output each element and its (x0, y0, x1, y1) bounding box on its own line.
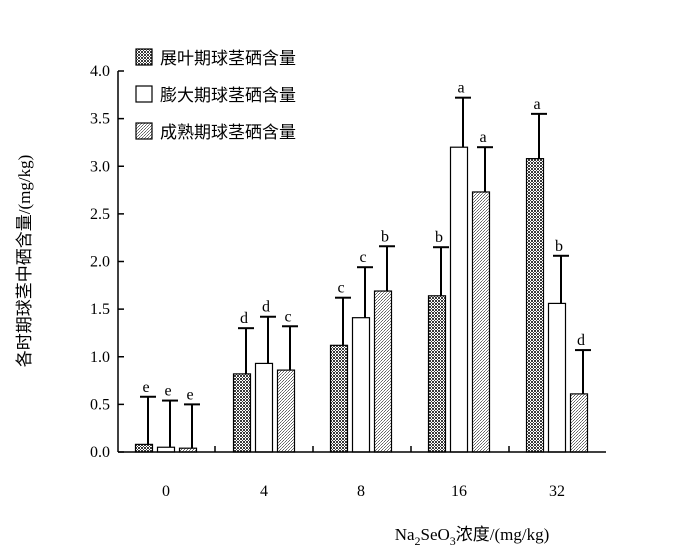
error-bar-s2-32 (553, 254, 569, 304)
sig-label-s1-4: d (240, 310, 248, 327)
sig-label-s3-32: d (577, 332, 585, 349)
sig-label-s1-32: a (533, 96, 540, 113)
y-tick-label-3.5: 3.5 (90, 111, 110, 128)
legend-item-1: 展叶期球茎硒含量 (135, 48, 296, 68)
sig-label-s2-0: e (164, 383, 171, 400)
axes: 0.0 0.5 1.0 1.5 2.0 2.5 3.0 3.5 4.0 0 4 8 16 32 (90, 63, 606, 500)
error-bar-s3-8 (379, 245, 395, 292)
error-bars (140, 96, 591, 449)
bar-s1-8 (329, 344, 349, 453)
bar-s2-16 (449, 146, 469, 453)
bar-s3-32 (569, 393, 589, 453)
bar-s1-32 (525, 158, 545, 453)
bar-s2-8 (351, 317, 371, 453)
y-tick-label-1.5: 1.5 (90, 301, 110, 318)
bar-s3-4 (276, 369, 296, 453)
sig-label-s2-8: c (359, 249, 366, 266)
sig-label-s1-0: e (142, 379, 149, 396)
y-tick-label-1.0: 1.0 (90, 349, 110, 366)
error-bar-s1-32 (531, 112, 547, 159)
sig-label-s2-4: d (262, 299, 270, 316)
error-bar-s3-32 (575, 349, 591, 394)
sig-label-s1-8: c (337, 280, 344, 297)
error-bar-s1-16 (433, 246, 449, 296)
error-bar-s1-8 (335, 296, 351, 346)
bar-s1-4 (232, 373, 252, 453)
bar-s3-16 (471, 191, 491, 453)
x-tick-label-0: 0 (162, 483, 170, 500)
y-tick-label-2.5: 2.5 (90, 206, 110, 223)
x-tick-label-8: 8 (357, 483, 365, 500)
error-bar-s2-0 (162, 399, 178, 448)
sig-label-s1-16: b (435, 229, 443, 246)
error-bar-s3-0 (184, 403, 200, 449)
legend-label-3: 成熟期球茎硒含量 (160, 122, 296, 142)
bar-s1-16 (427, 295, 447, 453)
x-tick-label-4: 4 (260, 483, 268, 500)
legend-label-2: 膨大期球茎硒含量 (160, 86, 296, 105)
y-tick-label-0.0: 0.0 (90, 444, 110, 461)
legend-item-2: 膨大期球茎硒含量 (135, 85, 296, 105)
error-bar-s1-0 (140, 395, 156, 445)
error-bar-s2-8 (357, 266, 373, 318)
legend-swatch-1 (135, 48, 153, 66)
sig-label-s3-16: a (479, 129, 486, 146)
bars (134, 146, 589, 453)
sig-label-s2-32: b (555, 238, 563, 255)
sig-label-s3-0: e (186, 386, 193, 403)
error-bar-s2-4 (260, 315, 276, 364)
error-bar-s2-16 (455, 96, 471, 148)
y-tick-label-4.0: 4.0 (90, 63, 110, 80)
x-axis-title: Na2SeO3浓度/(mg/kg) (395, 525, 550, 548)
y-tick-label-2.0: 2.0 (90, 254, 110, 271)
y-tick-label-3.0: 3.0 (90, 158, 110, 175)
error-bar-s1-4 (238, 327, 254, 374)
error-bar-s3-4 (282, 325, 298, 371)
legend-label-1: 展叶期球茎硒含量 (160, 49, 296, 68)
bar-s2-4 (254, 362, 274, 453)
x-tick-label-16: 16 (451, 483, 467, 500)
sig-label-s2-16: a (457, 80, 464, 97)
bar-s3-8 (373, 290, 393, 453)
sig-label-s3-8: b (381, 228, 389, 245)
y-axis-title: 各时期球茎中硒含量/(mg/kg) (15, 155, 34, 368)
y-tick-label-0.5: 0.5 (90, 396, 110, 413)
error-bar-s3-16 (477, 146, 493, 192)
legend-swatch-3 (135, 122, 153, 140)
legend-item-3: 成熟期球茎硒含量 (135, 122, 296, 142)
legend-swatch-2 (135, 85, 153, 103)
bar-s2-32 (547, 302, 567, 453)
sig-label-s3-4: c (284, 308, 291, 325)
bar-s1-0 (134, 443, 154, 453)
x-tick-label-32: 32 (549, 483, 565, 500)
